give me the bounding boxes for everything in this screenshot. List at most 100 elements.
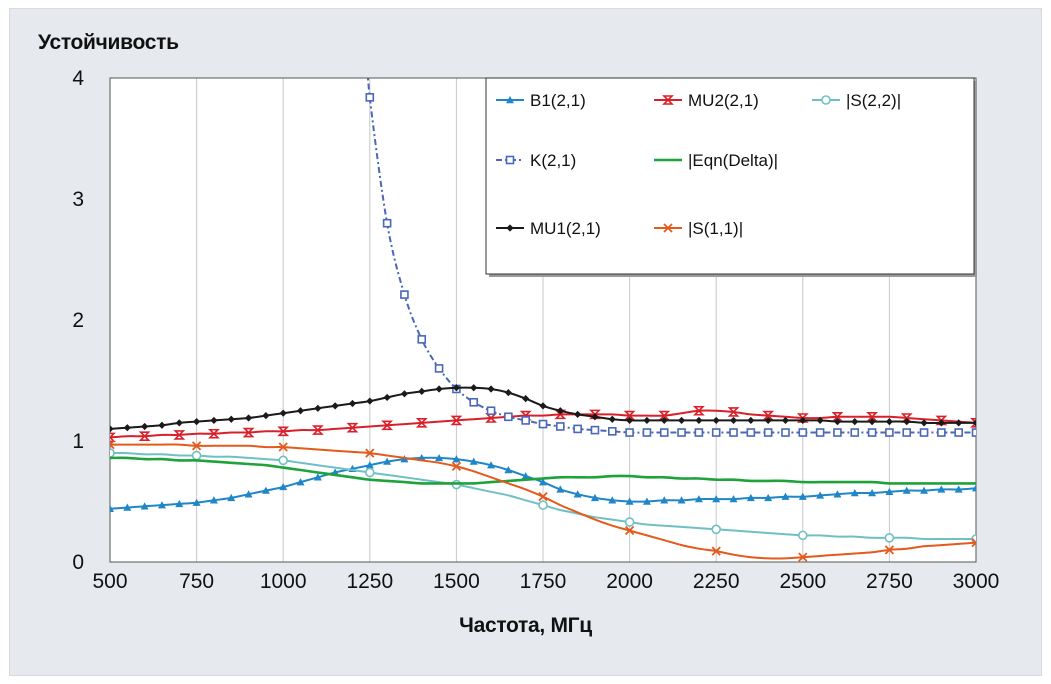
data-point	[452, 455, 461, 463]
data-point	[539, 402, 547, 410]
data-point	[821, 95, 831, 105]
data-point	[850, 489, 859, 497]
data-point	[451, 461, 462, 472]
data-point	[141, 422, 149, 431]
data-point	[418, 387, 426, 395]
data-point	[884, 545, 895, 555]
data-point	[746, 493, 755, 502]
data-point	[227, 415, 235, 423]
data-point	[955, 419, 963, 427]
data-point	[365, 448, 375, 458]
data-point	[450, 415, 463, 426]
data-point	[781, 492, 790, 500]
data-point	[110, 439, 115, 450]
data-point	[798, 428, 808, 437]
data-point	[539, 478, 547, 486]
data-point	[663, 223, 673, 233]
data-point	[278, 455, 289, 466]
data-point	[625, 428, 634, 437]
data-point	[903, 418, 911, 426]
y-tick-label: 3	[72, 188, 84, 211]
data-point	[207, 428, 220, 439]
x-tick-label: 2000	[606, 570, 653, 593]
data-point	[884, 532, 895, 543]
data-point	[277, 426, 290, 437]
x-tick-label: 500	[92, 570, 127, 593]
tick-labels: 500 750 1000 1250 1500 1750 2000 2250 2500 2750 30…	[72, 67, 999, 593]
data-point	[816, 491, 825, 499]
data-point	[538, 492, 548, 502]
data-point	[642, 497, 651, 505]
data-point	[504, 389, 512, 397]
legend-label: B1(2,1)	[530, 91, 586, 110]
data-point	[850, 428, 860, 437]
data-point	[365, 93, 375, 102]
data-point	[538, 500, 548, 510]
data-point	[538, 419, 548, 429]
data-point	[729, 428, 738, 437]
x-tick-label: 1000	[260, 570, 307, 593]
data-point	[885, 418, 893, 426]
data-point	[729, 416, 738, 425]
data-point	[400, 390, 409, 398]
legend-item: MU2(2,1)	[654, 91, 759, 110]
data-point	[158, 421, 166, 429]
data-point	[470, 384, 478, 392]
data-point	[885, 428, 894, 437]
y-tick-label: 0	[72, 551, 84, 574]
data-point	[262, 411, 270, 420]
data-point	[175, 419, 183, 427]
data-point	[694, 495, 703, 503]
data-point	[123, 503, 132, 511]
data-point	[764, 493, 773, 502]
x-tick-label: 2750	[866, 570, 913, 593]
data-point	[833, 418, 842, 426]
data-point	[590, 493, 599, 502]
data-point	[383, 393, 391, 402]
series-line	[110, 409, 976, 439]
data-point	[331, 402, 339, 410]
data-point	[660, 496, 669, 504]
data-point	[729, 495, 738, 503]
series-s-1-1	[110, 439, 976, 562]
data-point	[175, 499, 184, 508]
data-point	[521, 416, 530, 425]
data-point	[110, 425, 114, 433]
data-point	[781, 416, 790, 425]
data-point	[487, 385, 495, 393]
data-point	[556, 407, 564, 415]
data-point	[747, 416, 755, 425]
data-point	[867, 428, 877, 437]
data-point	[400, 290, 409, 299]
data-point	[711, 546, 721, 556]
x-tick-label: 1500	[433, 570, 480, 593]
data-point	[781, 428, 790, 437]
data-point	[954, 485, 963, 493]
series-mu1-2-1	[110, 384, 976, 433]
data-point	[868, 489, 877, 497]
data-point	[138, 431, 151, 441]
data-point	[435, 453, 444, 462]
data-point	[971, 428, 976, 437]
y-tick-label: 2	[72, 309, 84, 332]
data-point	[311, 425, 324, 435]
data-point	[626, 416, 634, 425]
data-point	[313, 473, 322, 481]
data-point	[469, 457, 478, 465]
data-point	[366, 397, 374, 405]
data-point	[607, 427, 617, 436]
data-point	[417, 335, 427, 344]
data-point	[296, 478, 305, 486]
data-point	[816, 416, 824, 425]
data-point	[692, 405, 705, 416]
data-point	[868, 418, 876, 426]
data-point	[123, 424, 131, 432]
data-point	[624, 517, 635, 527]
x-tick-label: 1750	[520, 570, 567, 593]
data-point	[434, 364, 444, 373]
data-point	[798, 552, 808, 562]
x-tick-label: 750	[179, 570, 214, 593]
data-point	[937, 419, 945, 427]
data-point	[504, 466, 513, 474]
